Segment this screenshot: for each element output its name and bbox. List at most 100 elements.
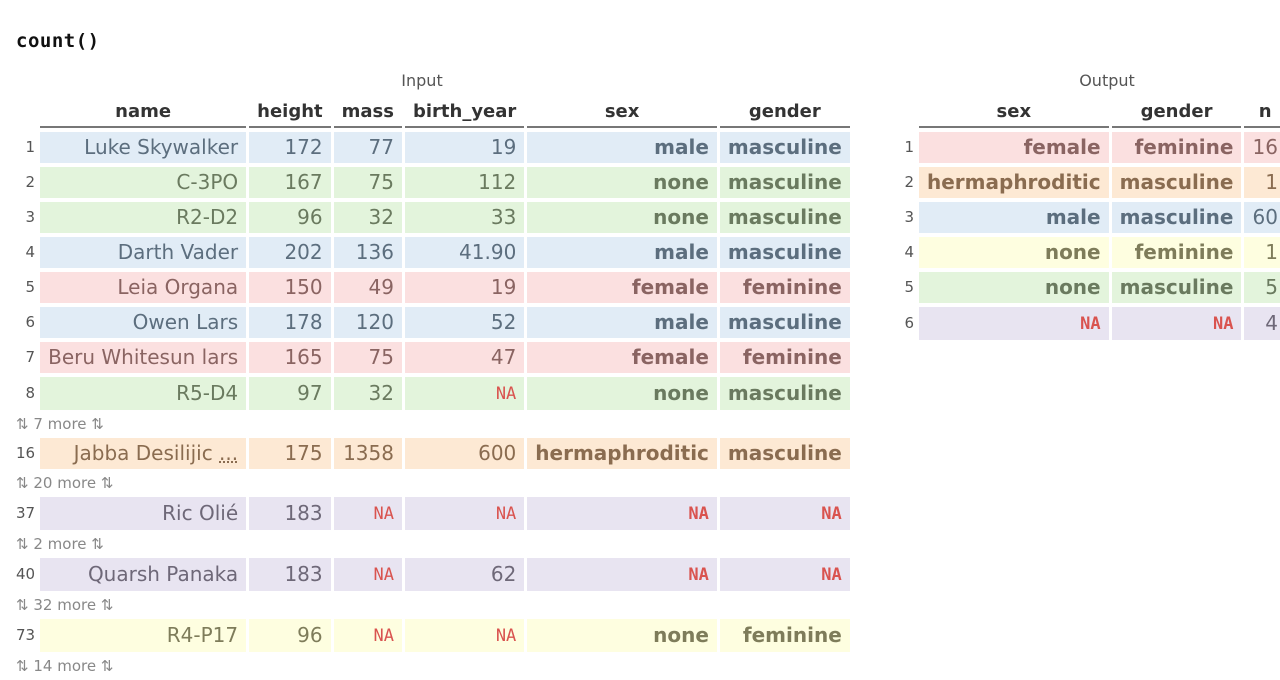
- input-more-row: ⇅ 7 more ⇅: [16, 414, 850, 434]
- input-cell-birth-year: NA: [404, 619, 525, 652]
- input-cell-height: 167: [249, 167, 331, 198]
- input-header-mass: mass: [333, 100, 402, 128]
- input-cell-height: 165: [249, 342, 331, 373]
- input-cell-birth-year: 33: [404, 202, 525, 233]
- input-cell-mass: NA: [333, 497, 402, 530]
- input-caption: Input: [401, 71, 443, 90]
- output-cell-n: 1: [1244, 237, 1280, 268]
- input-header-index: [16, 100, 37, 128]
- output-cell-n: 1: [1244, 167, 1280, 198]
- input-cell-height: 150: [249, 272, 331, 303]
- row-index: 3: [904, 208, 914, 226]
- input-cell-birth-year: 19: [404, 272, 525, 303]
- input-table: name height mass birth_year sex gender 1 Luke …: [13, 96, 853, 680]
- input-cell-sex: hermaphroditic: [527, 438, 717, 469]
- input-cell-mass: NA: [333, 558, 402, 591]
- na-value: NA: [495, 626, 517, 646]
- input-cell-height: 96: [249, 619, 331, 652]
- input-cell-mass: 1358: [333, 438, 402, 469]
- input-cell-birth-year: NA: [404, 377, 525, 410]
- up-down-arrows-icon: ⇅: [16, 657, 29, 675]
- input-cell-name: R5-D4: [40, 377, 247, 410]
- input-cell-gender: masculine: [719, 438, 850, 469]
- truncation-ellipsis: ...: [219, 441, 239, 465]
- input-table-row: 73 R4-P17 96 NA NA none feminine: [16, 619, 850, 652]
- row-index: 3: [25, 208, 36, 226]
- input-cell-name: Quarsh Panaka: [40, 558, 247, 591]
- na-value: NA: [688, 565, 709, 585]
- up-down-arrows-icon: ⇅: [16, 415, 29, 433]
- output-table-row: 4 none feminine 1: [900, 237, 1280, 268]
- input-cell-birth-year: 600: [404, 438, 525, 469]
- input-cell-name: Jabba Desilijic ...: [40, 438, 247, 469]
- up-down-arrows-icon: ⇅: [16, 535, 29, 553]
- na-value: NA: [821, 565, 842, 585]
- input-cell-height: 183: [249, 497, 331, 530]
- input-cell-mass: 49: [333, 272, 402, 303]
- input-more-row: ⇅ 14 more ⇅: [16, 656, 850, 676]
- more-count-label: 32 more: [28, 596, 101, 614]
- input-more-indicator: ⇅ 20 more ⇅: [16, 473, 850, 493]
- na-value: NA: [373, 504, 394, 524]
- na-value: NA: [1212, 314, 1234, 334]
- output-cell-sex: female: [919, 132, 1109, 163]
- input-cell-sex: NA: [527, 558, 717, 591]
- input-header-gender: gender: [719, 100, 850, 128]
- input-cell-mass: 75: [333, 342, 402, 373]
- output-cell-gender: feminine: [1111, 237, 1242, 268]
- output-cell-gender: masculine: [1111, 272, 1242, 303]
- input-cell-sex: none: [527, 167, 717, 198]
- input-table-row: 3 R2-D2 96 32 33 none masculine: [16, 202, 850, 233]
- input-cell-mass: 77: [333, 132, 402, 163]
- input-cell-gender: masculine: [719, 307, 850, 338]
- up-down-arrows-icon: ⇅: [91, 415, 104, 433]
- input-cell-height: 175: [249, 438, 331, 469]
- output-table: sex gender n 1 female feminine 16 2 hermaphrodi…: [897, 96, 1280, 344]
- input-cell-name: Leia Organa: [40, 272, 247, 303]
- input-cell-sex: male: [527, 237, 717, 268]
- input-cell-gender: masculine: [719, 132, 850, 163]
- input-cell-gender: feminine: [719, 272, 850, 303]
- na-value: NA: [373, 565, 394, 585]
- row-index: 2: [904, 173, 914, 191]
- input-cell-height: 178: [249, 307, 331, 338]
- more-count-label: 14 more: [28, 657, 101, 675]
- code-expression: count(): [16, 30, 100, 52]
- row-index: 8: [25, 384, 36, 402]
- input-table-row: 5 Leia Organa 150 49 19 female feminine: [16, 272, 850, 303]
- na-value: NA: [495, 504, 517, 524]
- input-cell-name: C-3PO: [40, 167, 247, 198]
- input-cell-gender: masculine: [719, 377, 850, 410]
- input-table-row: 2 C-3PO 167 75 112 none masculine: [16, 167, 850, 198]
- output-table-row: 2 hermaphroditic masculine 1: [900, 167, 1280, 198]
- output-cell-sex: none: [919, 272, 1109, 303]
- input-more-row: ⇅ 2 more ⇅: [16, 534, 850, 554]
- up-down-arrows-icon: ⇅: [100, 596, 114, 614]
- row-index: 6: [25, 313, 36, 331]
- input-more-indicator: ⇅ 32 more ⇅: [16, 595, 850, 615]
- input-table-row: 1 Luke Skywalker 172 77 19 male masculine: [16, 132, 850, 163]
- na-value: NA: [495, 384, 517, 404]
- input-cell-birth-year: 41.90: [404, 237, 525, 268]
- input-more-indicator: ⇅ 7 more ⇅: [16, 414, 850, 434]
- output-cell-sex: male: [919, 202, 1109, 233]
- input-header-row: name height mass birth_year sex gender: [16, 100, 850, 128]
- input-cell-mass: 120: [333, 307, 402, 338]
- output-cell-n: 60: [1244, 202, 1280, 233]
- output-table-row: 5 none masculine 5: [900, 272, 1280, 303]
- output-cell-n: 4: [1244, 307, 1280, 340]
- row-index: 4: [25, 243, 36, 261]
- input-cell-height: 202: [249, 237, 331, 268]
- output-cell-sex: none: [919, 237, 1109, 268]
- output-cell-sex: hermaphroditic: [919, 167, 1109, 198]
- row-index: 5: [25, 278, 36, 296]
- row-index: 2: [25, 173, 36, 191]
- input-cell-sex: none: [527, 377, 717, 410]
- up-down-arrows-icon: ⇅: [100, 657, 114, 675]
- output-header-row: sex gender n: [900, 100, 1280, 128]
- row-index: 5: [904, 278, 914, 296]
- input-cell-gender: feminine: [719, 342, 850, 373]
- row-index: 7: [25, 348, 36, 366]
- input-cell-birth-year: 112: [404, 167, 525, 198]
- input-cell-name: Luke Skywalker: [40, 132, 247, 163]
